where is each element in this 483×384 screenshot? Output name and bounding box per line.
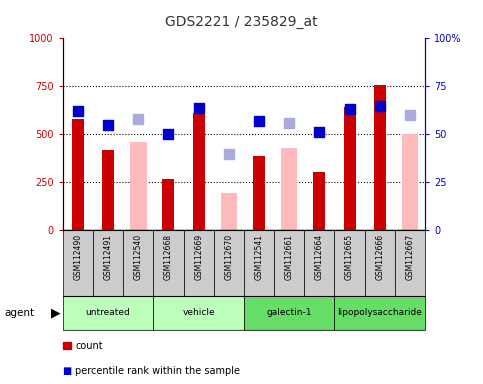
Bar <box>244 230 274 296</box>
Bar <box>93 230 123 296</box>
Point <box>165 131 172 137</box>
Point <box>255 118 263 124</box>
Bar <box>162 179 174 230</box>
Bar <box>72 119 84 230</box>
Text: GSM112490: GSM112490 <box>73 233 83 280</box>
Text: lipopolysaccharide: lipopolysaccharide <box>337 308 422 318</box>
Bar <box>184 230 213 296</box>
Bar <box>274 230 304 296</box>
Bar <box>334 230 365 296</box>
Bar <box>213 230 244 296</box>
Bar <box>313 172 326 230</box>
Text: untreated: untreated <box>85 308 130 318</box>
Point <box>346 106 354 113</box>
Bar <box>374 85 386 230</box>
Text: GSM112667: GSM112667 <box>405 233 414 280</box>
Text: GDS2221 / 235829_at: GDS2221 / 235829_at <box>165 15 318 29</box>
Point <box>315 129 323 136</box>
Text: vehicle: vehicle <box>182 308 215 318</box>
Text: GSM112664: GSM112664 <box>315 233 324 280</box>
Bar <box>253 156 265 230</box>
Point <box>225 151 233 157</box>
Bar <box>281 148 298 230</box>
Text: galectin-1: galectin-1 <box>267 308 312 318</box>
Point <box>74 108 82 114</box>
Text: GSM112670: GSM112670 <box>224 233 233 280</box>
Text: GSM112541: GSM112541 <box>255 233 264 280</box>
Bar <box>102 150 114 230</box>
Text: GSM112665: GSM112665 <box>345 233 354 280</box>
Text: GSM112491: GSM112491 <box>103 233 113 280</box>
Point <box>104 122 112 128</box>
Text: ▶: ▶ <box>51 306 60 319</box>
Bar <box>221 193 237 230</box>
Text: count: count <box>75 341 103 351</box>
Text: GSM112668: GSM112668 <box>164 233 173 280</box>
Bar <box>123 230 154 296</box>
Bar <box>334 296 425 330</box>
Bar <box>365 230 395 296</box>
Text: ■: ■ <box>62 366 71 376</box>
Bar <box>154 296 244 330</box>
Text: percentile rank within the sample: percentile rank within the sample <box>75 366 241 376</box>
Point <box>285 120 293 126</box>
Bar <box>193 113 205 230</box>
Point <box>376 103 384 109</box>
Bar <box>154 230 184 296</box>
Bar <box>130 142 146 230</box>
Text: agent: agent <box>5 308 35 318</box>
Text: GSM112669: GSM112669 <box>194 233 203 280</box>
Bar <box>343 106 355 230</box>
Point <box>134 116 142 122</box>
Text: GSM112666: GSM112666 <box>375 233 384 280</box>
Bar <box>244 296 334 330</box>
Bar <box>402 134 418 230</box>
Text: GSM112661: GSM112661 <box>284 233 294 280</box>
Bar <box>63 296 154 330</box>
Text: GSM112540: GSM112540 <box>134 233 143 280</box>
Point <box>195 104 202 111</box>
Bar <box>304 230 334 296</box>
Bar <box>63 230 93 296</box>
Point <box>406 112 414 118</box>
Bar <box>395 230 425 296</box>
